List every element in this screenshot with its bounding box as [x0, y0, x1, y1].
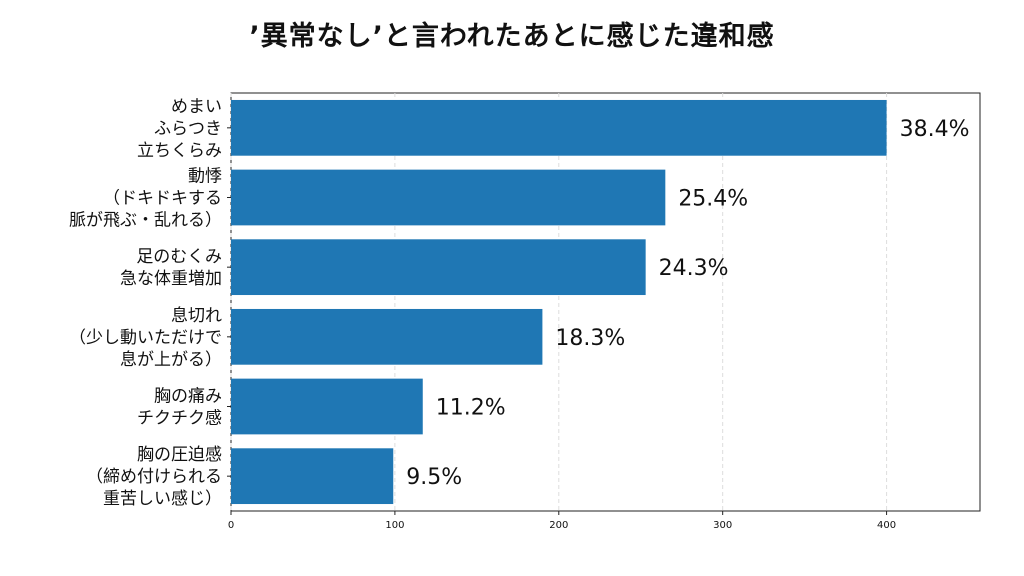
data-label: 24.3% — [659, 256, 729, 281]
bar — [231, 448, 394, 505]
category-label: 足のむくみ急な体重増加 — [120, 247, 222, 289]
x-tick-label: 400 — [877, 520, 896, 531]
category-label-line: 脈が飛ぶ・乱れる） — [69, 211, 222, 231]
data-label: 9.5% — [406, 465, 462, 490]
category-label-line: 息切れ — [171, 306, 222, 326]
chart-title: ’異常なし’と言われたあとに感じた違和感 — [249, 21, 775, 52]
category-label-line: 重苦しい感じ） — [103, 489, 222, 509]
data-label: 18.3% — [555, 326, 625, 351]
category-label-line: （締め付けられる — [86, 467, 222, 487]
category-label-line: 胸の痛み — [154, 387, 222, 407]
tick-layer: 0 100 200 300 400 — [227, 127, 896, 531]
category-label: 息切れ（少し動いただけで息が上がる） — [69, 306, 222, 370]
data-label: 11.2% — [436, 396, 506, 421]
category-label: 胸の圧迫感（締め付けられる重苦しい感じ） — [86, 445, 222, 509]
bar — [231, 308, 543, 365]
x-tick-label: 300 — [713, 520, 732, 531]
category-label-line: （ドキドキする — [103, 189, 222, 209]
category-label-line: 足のむくみ — [136, 247, 222, 267]
category-label-line: 息が上がる） — [120, 350, 222, 370]
bar-layer — [231, 99, 887, 505]
category-label-line: （少し動いただけで — [69, 328, 222, 348]
category-label: めまいふらつき立ちくらみ — [137, 97, 222, 161]
x-tick-label: 100 — [385, 520, 404, 531]
data-label: 38.4% — [900, 117, 970, 142]
bar — [231, 378, 423, 435]
bar — [231, 239, 646, 296]
bar — [231, 169, 666, 226]
category-label-line: チクチク感 — [137, 409, 222, 429]
x-tick-label: 200 — [549, 520, 568, 531]
bar — [231, 99, 887, 156]
category-label-line: 胸の圧迫感 — [137, 445, 222, 465]
category-label-line: めまい — [171, 97, 222, 117]
category-label: 動悸（ドキドキする脈が飛ぶ・乱れる） — [69, 167, 222, 231]
category-label-line: 立ちくらみ — [137, 141, 222, 161]
x-tick-label: 0 — [228, 520, 234, 531]
label-layer: めまいふらつき立ちくらみ 38.4% 動悸（ドキドキする脈が飛ぶ・乱れる） 25.4%… — [69, 97, 969, 509]
category-label: 胸の痛みチクチク感 — [137, 387, 222, 429]
category-label-line: ふらつき — [154, 119, 222, 139]
plot-area — [230, 92, 981, 512]
category-label-line: 急な体重増加 — [120, 269, 222, 289]
data-label: 25.4% — [678, 187, 748, 212]
category-label-line: 動悸 — [188, 167, 222, 187]
